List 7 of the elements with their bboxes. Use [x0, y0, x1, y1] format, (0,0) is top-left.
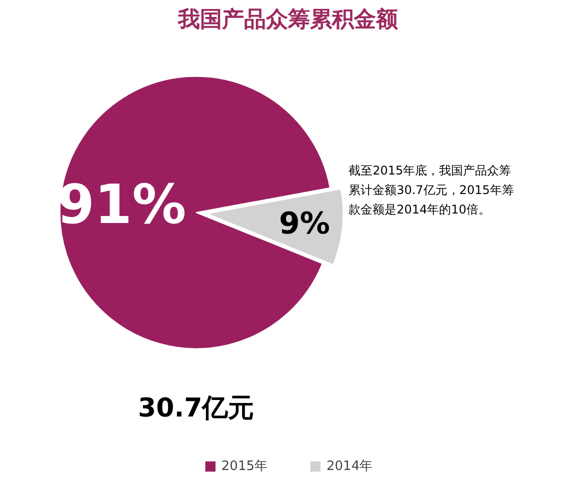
chart-title: 我国产品众筹累积金额: [177, 6, 399, 32]
data-label: 91%: [56, 173, 186, 236]
data-label: 9%: [278, 206, 330, 242]
legend-label: 2014年: [326, 458, 373, 475]
text: 截至2015年底，我国产品众筹累计金额30.7亿元，2015年筹款金额是2014年的10倍。: [348, 164, 514, 217]
text: 30.7亿元: [138, 394, 254, 424]
legend-label: 2015年: [221, 458, 268, 475]
